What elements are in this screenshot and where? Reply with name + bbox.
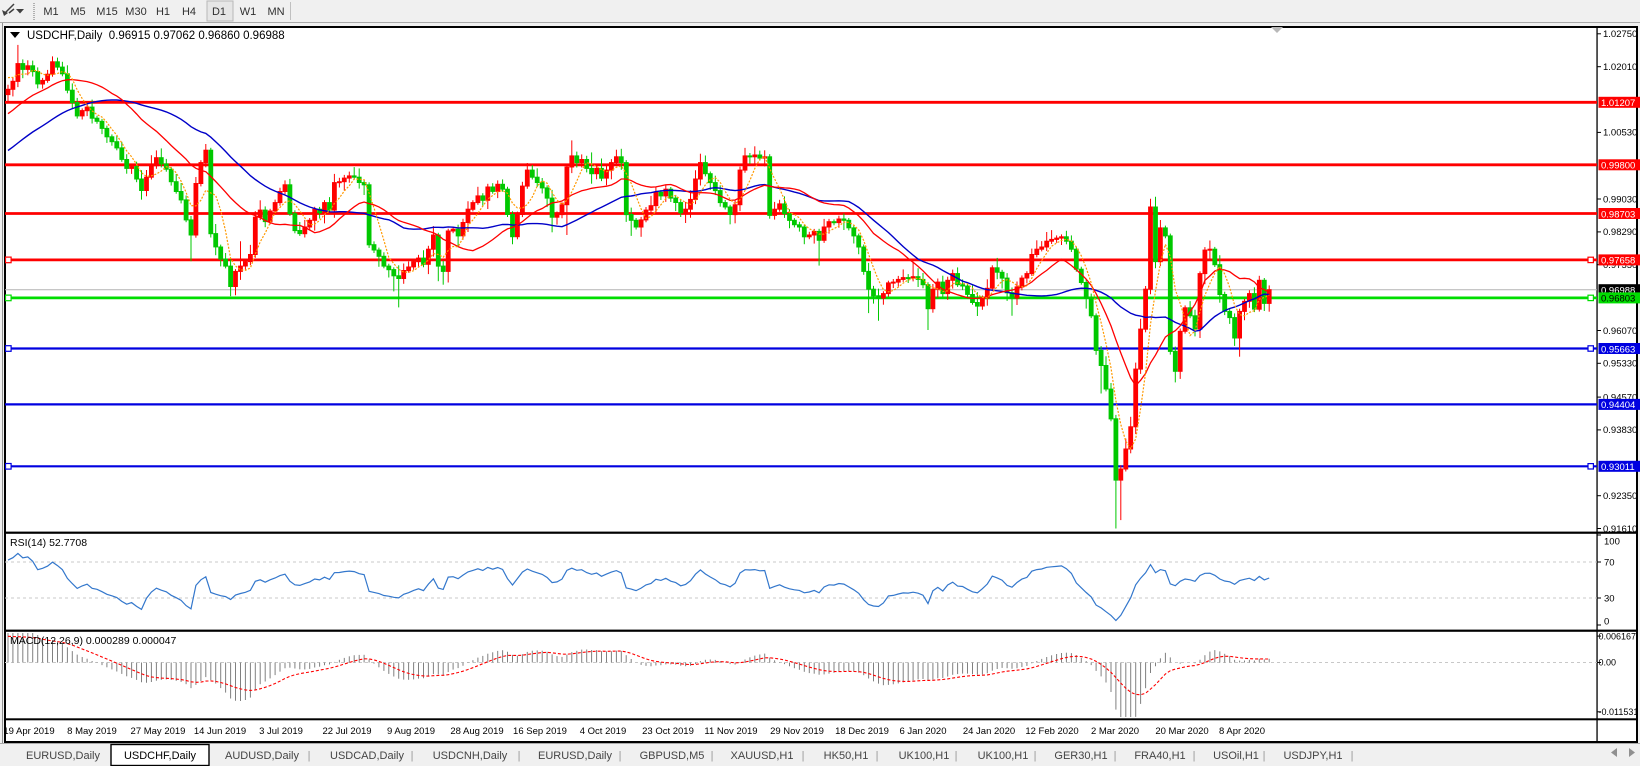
svg-text:16 Sep 2019: 16 Sep 2019: [513, 726, 567, 737]
svg-text:|: |: [876, 750, 879, 762]
svg-text:6 Jan 2020: 6 Jan 2020: [899, 726, 946, 737]
svg-text:0.95663: 0.95663: [1601, 344, 1635, 355]
svg-text:8 Apr 2020: 8 Apr 2020: [1219, 726, 1265, 737]
svg-text:USDCHF,Daily: USDCHF,Daily: [124, 750, 197, 762]
svg-text:18 Dec 2019: 18 Dec 2019: [835, 726, 889, 737]
svg-text:GBPUSD,M5: GBPUSD,M5: [640, 750, 705, 762]
svg-text:|: |: [1263, 750, 1266, 762]
svg-text:M30: M30: [125, 6, 146, 18]
svg-text:USDCHF,Daily 0.96915 0.97062: USDCHF,Daily 0.96915 0.97062 0.96860 0.9…: [27, 30, 285, 42]
svg-text:M15: M15: [96, 6, 117, 18]
svg-text:0.98290: 0.98290: [1603, 227, 1637, 238]
svg-text:0.94404: 0.94404: [1601, 400, 1635, 411]
svg-text:1.00530: 1.00530: [1603, 128, 1637, 139]
svg-text:M5: M5: [70, 6, 85, 18]
svg-text:0.91610: 0.91610: [1603, 524, 1637, 535]
svg-text:0.92350: 0.92350: [1603, 491, 1637, 502]
svg-text:0.93011: 0.93011: [1601, 462, 1635, 473]
svg-text:|: |: [1034, 750, 1037, 762]
svg-text:|: |: [411, 750, 414, 762]
svg-text:H4: H4: [182, 6, 196, 18]
svg-text:RSI(14) 52.7708: RSI(14) 52.7708: [10, 537, 87, 549]
svg-text:H1: H1: [156, 6, 170, 18]
svg-text:USDJPY,H1: USDJPY,H1: [1283, 750, 1342, 762]
svg-text:MN: MN: [267, 6, 284, 18]
svg-text:EURUSD,Daily: EURUSD,Daily: [538, 750, 612, 762]
svg-text:AUDUSD,Daily: AUDUSD,Daily: [225, 750, 299, 762]
svg-text:30: 30: [1604, 594, 1615, 605]
svg-text:4 Oct 2019: 4 Oct 2019: [580, 726, 626, 737]
svg-text:GER30,H1: GER30,H1: [1054, 750, 1107, 762]
svg-text:29 Nov 2019: 29 Nov 2019: [770, 726, 824, 737]
svg-text:0.97550: 0.97550: [1603, 260, 1637, 271]
svg-text:0.94570: 0.94570: [1603, 392, 1637, 403]
svg-text:|: |: [518, 750, 521, 762]
svg-text:D1: D1: [212, 6, 226, 18]
svg-text:HK50,H1: HK50,H1: [824, 750, 869, 762]
svg-text:3 Jul 2019: 3 Jul 2019: [259, 726, 303, 737]
svg-text:0.96988: 0.96988: [1601, 286, 1635, 297]
svg-text:|: |: [802, 750, 805, 762]
svg-text:0.00: 0.00: [1599, 658, 1617, 668]
svg-text:11 Nov 2019: 11 Nov 2019: [704, 726, 757, 737]
svg-text:1.02010: 1.02010: [1603, 62, 1637, 73]
svg-text:|: |: [711, 750, 714, 762]
svg-text:UK100,H1: UK100,H1: [978, 750, 1029, 762]
svg-text:23 Oct 2019: 23 Oct 2019: [642, 726, 694, 737]
svg-text:MACD(12,26,9) 0.000289 0.00004: MACD(12,26,9) 0.000289 0.000047: [10, 635, 177, 647]
svg-text:0.98703: 0.98703: [1601, 209, 1635, 220]
svg-text:M1: M1: [43, 6, 58, 18]
svg-text:0.95330: 0.95330: [1603, 359, 1637, 370]
svg-text:USDCNH,Daily: USDCNH,Daily: [433, 750, 508, 762]
svg-text:|: |: [1114, 750, 1117, 762]
svg-text:0.96070: 0.96070: [1603, 326, 1637, 337]
svg-text:28 Aug 2019: 28 Aug 2019: [450, 726, 503, 737]
svg-text:0.99030: 0.99030: [1603, 194, 1637, 205]
svg-text:2 Mar 2020: 2 Mar 2020: [1091, 726, 1139, 737]
svg-text:-0.011531: -0.011531: [1599, 707, 1639, 717]
svg-text:14 Jun 2019: 14 Jun 2019: [194, 726, 246, 737]
svg-text:9 Aug 2019: 9 Aug 2019: [387, 726, 435, 737]
svg-text:12 Feb 2020: 12 Feb 2020: [1025, 726, 1078, 737]
svg-text:1.02750: 1.02750: [1603, 29, 1637, 40]
svg-text:0.99800: 0.99800: [1601, 161, 1635, 172]
svg-text:19 Apr 2019: 19 Apr 2019: [3, 726, 54, 737]
svg-text:20 Mar 2020: 20 Mar 2020: [1155, 726, 1208, 737]
svg-text:0.97658: 0.97658: [1601, 256, 1635, 267]
svg-text:W1: W1: [240, 6, 257, 18]
svg-text:0: 0: [1604, 617, 1609, 628]
svg-text:USDCAD,Daily: USDCAD,Daily: [330, 750, 404, 762]
svg-text:0.006167: 0.006167: [1599, 631, 1637, 641]
svg-text:UK100,H1: UK100,H1: [899, 750, 950, 762]
svg-text:|: |: [1193, 750, 1196, 762]
svg-text:0.96803: 0.96803: [1601, 294, 1635, 305]
svg-text:|: |: [955, 750, 958, 762]
svg-text:24 Jan 2020: 24 Jan 2020: [963, 726, 1015, 737]
svg-text:27 May 2019: 27 May 2019: [131, 726, 186, 737]
svg-text:0.93830: 0.93830: [1603, 425, 1637, 436]
svg-text:1.01207: 1.01207: [1601, 98, 1635, 109]
svg-text:|: |: [308, 750, 311, 762]
svg-text:8 May 2019: 8 May 2019: [67, 726, 117, 737]
svg-text:22 Jul 2019: 22 Jul 2019: [322, 726, 371, 737]
svg-text:|: |: [1351, 750, 1354, 762]
svg-text:100: 100: [1604, 537, 1620, 548]
svg-text:USOil,H1: USOil,H1: [1213, 750, 1259, 762]
svg-text:70: 70: [1604, 558, 1615, 569]
svg-text:FRA40,H1: FRA40,H1: [1134, 750, 1185, 762]
svg-text:XAUUSD,H1: XAUUSD,H1: [731, 750, 794, 762]
svg-text:|: |: [619, 750, 622, 762]
svg-text:EURUSD,Daily: EURUSD,Daily: [26, 750, 100, 762]
